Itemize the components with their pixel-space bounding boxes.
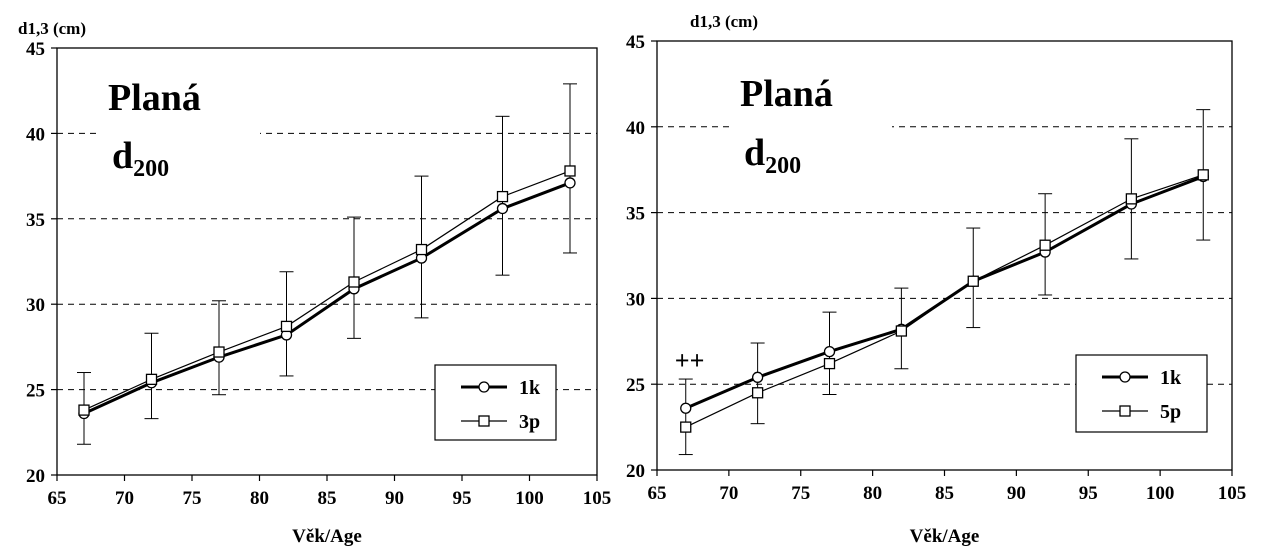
legend-label-5p: 5p bbox=[1160, 401, 1181, 423]
point-5p bbox=[967, 275, 979, 287]
point-3p bbox=[415, 243, 428, 256]
x-tick-label: 85 bbox=[935, 483, 954, 504]
x-tick-label: 75 bbox=[183, 488, 202, 509]
series-line-1k bbox=[83, 181, 571, 415]
point-3p bbox=[213, 346, 225, 358]
legend-marker-5p bbox=[1119, 405, 1131, 417]
point-1k bbox=[823, 345, 836, 358]
point-1k bbox=[496, 202, 509, 215]
y-tick-label: 20 bbox=[26, 466, 45, 487]
chart-panel-1: Planá d200 65 70 75 80 85 90 95 100 105 20 25 30 35 40 4… bbox=[18, 19, 611, 546]
point-3p bbox=[280, 320, 293, 333]
x-tick-label: 70 bbox=[115, 488, 134, 509]
x-tick-label: 90 bbox=[1007, 483, 1026, 504]
legend-label-1k: 1k bbox=[1160, 367, 1182, 389]
annotation-subtitle: d200 bbox=[744, 132, 801, 179]
y-tick-label: 40 bbox=[626, 118, 645, 139]
point-3p bbox=[496, 190, 509, 203]
annotation-background bbox=[732, 68, 892, 187]
x-tick-label: 105 bbox=[583, 488, 612, 509]
y-tick-label: 20 bbox=[626, 461, 645, 482]
y-tick-label: 35 bbox=[626, 204, 645, 225]
legend-marker-1k bbox=[478, 381, 490, 393]
point-5p bbox=[1125, 193, 1138, 205]
point-5p bbox=[1039, 239, 1051, 251]
y-axis-label: d1,3 (cm) bbox=[18, 19, 86, 38]
x-tick-label: 85 bbox=[318, 488, 337, 509]
legend: 1k 3p bbox=[434, 364, 557, 441]
legend-box bbox=[434, 364, 557, 441]
point-5p bbox=[680, 421, 692, 433]
annotation-title: Planá bbox=[740, 73, 833, 115]
x-tick-label: 65 bbox=[48, 488, 67, 509]
point-5p bbox=[895, 325, 908, 337]
point-3p bbox=[348, 276, 360, 288]
point-3p bbox=[564, 165, 576, 177]
y-tick-label: 25 bbox=[26, 381, 45, 402]
annotation-d: d bbox=[112, 135, 133, 177]
y-tick-label: 30 bbox=[626, 289, 645, 310]
x-tick-label: 105 bbox=[1218, 483, 1247, 504]
x-tick-label: 80 bbox=[863, 483, 882, 504]
y-tick-label: 40 bbox=[26, 124, 45, 145]
x-tick-label: 80 bbox=[250, 488, 269, 509]
legend-marker-1k bbox=[1119, 371, 1131, 383]
point-1k bbox=[751, 371, 764, 383]
legend-marker-3p bbox=[478, 415, 490, 427]
chart-panel-2: Planá d200 65 70 75 80 85 90 95 100 105 20 25 30 35 40 4… bbox=[626, 12, 1246, 546]
annotation-subscript: 200 bbox=[765, 153, 801, 179]
y-tick-label: 45 bbox=[26, 39, 45, 60]
significance-label: ++ bbox=[675, 346, 705, 375]
annotation-subscript: 200 bbox=[133, 156, 169, 182]
x-axis-label: Věk/Age bbox=[910, 526, 980, 546]
annotation-d: d bbox=[744, 132, 765, 174]
x-tick-label: 100 bbox=[1146, 483, 1175, 504]
x-tick-label: 65 bbox=[648, 483, 667, 504]
legend-label-3p: 3p bbox=[519, 411, 540, 433]
annotation-title: Planá bbox=[108, 77, 201, 119]
annotation-subtitle: d200 bbox=[112, 135, 169, 182]
y-tick-label: 30 bbox=[26, 295, 45, 316]
legend-box bbox=[1075, 354, 1208, 433]
series-line-1k bbox=[685, 175, 1204, 410]
x-tick-label: 70 bbox=[719, 483, 738, 504]
legend-label-1k: 1k bbox=[519, 377, 541, 399]
point-3p bbox=[145, 373, 158, 386]
annotation-background bbox=[100, 72, 260, 190]
x-tick-label: 95 bbox=[453, 488, 472, 509]
legend: 1k 5p bbox=[1075, 354, 1208, 433]
point-5p bbox=[823, 357, 836, 370]
y-tick-label: 35 bbox=[26, 210, 45, 231]
point-1k bbox=[564, 177, 576, 189]
x-tick-label: 75 bbox=[791, 483, 810, 504]
x-axis-label: Věk/Age bbox=[292, 526, 362, 546]
point-1k bbox=[680, 402, 692, 414]
point-3p bbox=[78, 404, 90, 416]
x-tick-label: 90 bbox=[385, 488, 404, 509]
y-tick-label: 25 bbox=[626, 375, 645, 396]
y-axis-label: d1,3 (cm) bbox=[690, 12, 758, 31]
x-tick-label: 95 bbox=[1079, 483, 1098, 504]
series-line-3p bbox=[83, 170, 571, 411]
point-5p bbox=[751, 387, 764, 399]
x-tick-label: 100 bbox=[515, 488, 544, 509]
y-tick-label: 45 bbox=[626, 32, 645, 53]
point-5p bbox=[1197, 169, 1209, 181]
